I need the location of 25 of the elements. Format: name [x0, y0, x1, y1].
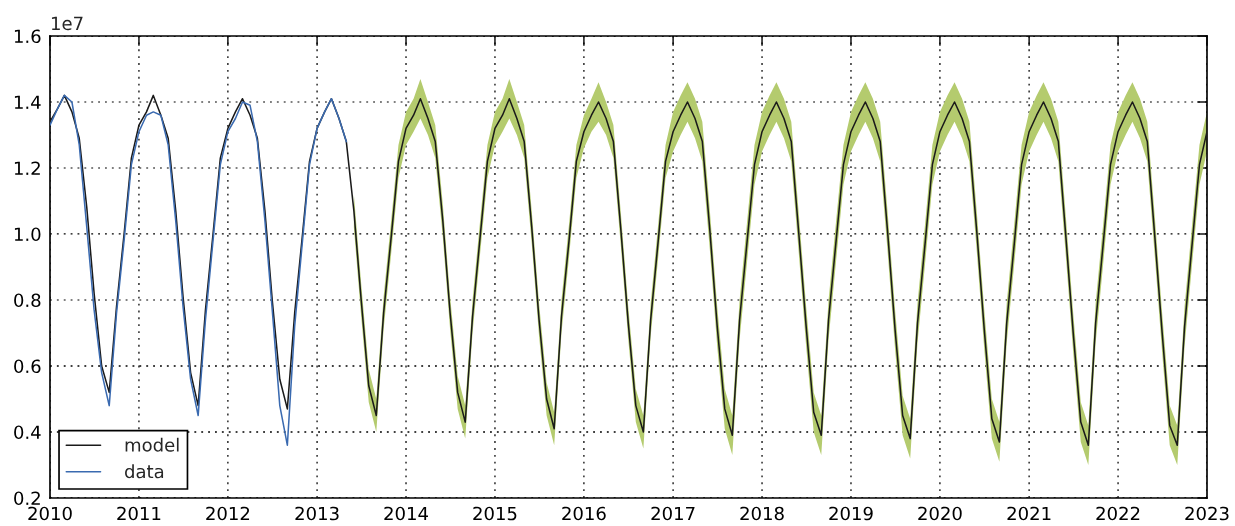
x-tick-label: 2017 — [651, 506, 695, 521]
text: 1e7 — [51, 16, 83, 31]
x-tick-label: 2014 — [384, 506, 428, 521]
y-tick-label: 1.0 — [14, 227, 41, 242]
x-tick-label: 2016 — [562, 506, 606, 521]
legend-label: model — [125, 437, 179, 452]
x-tick-label: 2023 — [1185, 506, 1229, 521]
x-tick-label: 2022 — [1096, 506, 1140, 521]
x-tick-label: 2021 — [1007, 506, 1051, 521]
x-tick-label: 2012 — [206, 506, 250, 521]
legend-label: data — [125, 464, 164, 479]
y-tick-label: 1.2 — [14, 161, 40, 175]
y-tick-label: 0.2 — [14, 491, 40, 506]
y-tick-label: 1.6 — [14, 29, 41, 44]
x-tick-label: 2010 — [28, 506, 72, 521]
y-tick-label: 0.6 — [14, 359, 41, 374]
x-tick-label: 2018 — [740, 506, 784, 521]
x-tick-label: 2019 — [829, 506, 873, 521]
y-tick-label: 0.4 — [14, 425, 41, 440]
x-tick-label: 2013 — [295, 506, 339, 521]
x-tick-label: 2015 — [473, 506, 517, 521]
y-tick-label: 1.4 — [14, 95, 41, 109]
y-tick-label: 0.8 — [14, 293, 41, 308]
x-tick-label: 2011 — [117, 506, 161, 521]
x-tick-label: 2020 — [918, 506, 962, 521]
